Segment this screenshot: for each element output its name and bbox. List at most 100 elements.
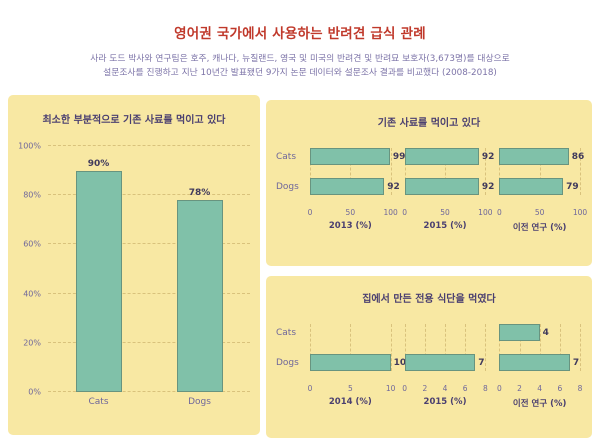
bar-value-label: 78% xyxy=(188,188,211,199)
chart-column: 92 92 0 50 100 2015 (%) xyxy=(402,135,494,233)
axis-tick-label: 0 xyxy=(496,384,502,393)
gridline xyxy=(404,148,406,195)
x-axis-ticks: 0 50 100 xyxy=(402,208,492,218)
x-axis-ticks: 0 2 4 6 8 xyxy=(496,384,583,394)
axis-tick-label: 4 xyxy=(537,384,543,393)
gridline xyxy=(48,292,250,294)
axis-tick-label: 100 xyxy=(383,208,398,217)
bar-value-label: 90% xyxy=(87,158,110,169)
axis-label: 2015 (%) xyxy=(423,397,467,407)
bar-value-label: 4 xyxy=(542,327,549,338)
axis-tick-label: 2 xyxy=(422,384,428,393)
axis-label: 2013 (%) xyxy=(328,221,372,231)
infographic-subtitle: 사라 도드 박사와 연구팀은 호주, 캐나다, 뉴질랜드, 영국 및 미국의 반… xyxy=(0,53,600,80)
bars-area: 86 79 xyxy=(499,148,584,195)
bar-value-label: 86 xyxy=(571,151,585,162)
axis-tick-label: 0 xyxy=(402,384,408,393)
axis-tick-label: 4 xyxy=(442,384,448,393)
bar-value-label: 7 xyxy=(572,357,580,368)
gridline xyxy=(350,324,352,371)
bar-track: 4 xyxy=(499,324,580,341)
bar-dogs xyxy=(499,178,564,195)
bar-cats xyxy=(404,148,479,165)
y-axis: 0% 20% 40% 60% 80% 100% xyxy=(18,142,48,397)
bar-track xyxy=(405,324,486,341)
panel-homemade-diet-chart: 집에서 만든 전용 식단을 먹였다 Cats Dogs 10 0 5 10 2014 (%)… xyxy=(266,276,592,438)
bar-value-label: 92 xyxy=(481,151,495,162)
horizontal-bar-chart: Cats Dogs 10 0 5 10 2014 (%) 7 0 2 4 6 8 2015 (%) 4 7 0 2… xyxy=(276,311,582,409)
bar-track: 99 xyxy=(310,148,405,165)
gridline xyxy=(445,148,446,195)
bars-area: 7 xyxy=(404,324,487,371)
bar-value-label: 92 xyxy=(387,181,400,192)
plot-area: 90% 78% xyxy=(48,145,250,392)
gridline xyxy=(48,243,250,245)
panel-partly-conventional-food-chart: 최소한 부분적으로 기존 사료를 먹이고 있다 0% 20% 40% 60% 80% 10… xyxy=(8,95,260,435)
category-labels: Cats Dogs xyxy=(276,135,310,233)
subtitle-line-2: 설문조사를 진행하고 지난 10년간 발표됐던 9가지 논문 데이터와 설문조사… xyxy=(103,67,497,78)
y-tick-label: 40% xyxy=(23,289,41,299)
y-tick-label: 80% xyxy=(23,190,41,200)
axis-tick-label: 2 xyxy=(517,384,522,393)
chart-column: 99 92 0 50 100 2013 (%) xyxy=(307,135,405,233)
axis-tick-label: 0 xyxy=(496,208,502,217)
gridline xyxy=(485,148,487,195)
y-tick-label: 100% xyxy=(18,141,41,151)
axis-tick-label: 50 xyxy=(345,208,356,217)
bar-value-label: 7 xyxy=(478,357,485,368)
axis-tick-label: 8 xyxy=(482,384,488,393)
chart-column: 86 79 0 50 100 이전 연구 (%) xyxy=(496,135,587,233)
bar-dogs xyxy=(176,200,223,392)
axis-label: 2015 (%) xyxy=(423,221,467,231)
axis-tick-label: 50 xyxy=(534,208,545,217)
subtitle-line-1: 사라 도드 박사와 연구팀은 호주, 캐나다, 뉴질랜드, 영국 및 미국의 반… xyxy=(90,54,510,64)
bar-track: 7 xyxy=(404,354,486,371)
chart-title: 최소한 부분적으로 기존 사료를 먹이고 있다 xyxy=(42,115,226,126)
gridline xyxy=(445,324,446,371)
gridline xyxy=(539,148,541,195)
x-axis-labels: Cats Dogs xyxy=(18,397,250,407)
bars-area: 10 xyxy=(310,324,406,371)
gridline xyxy=(350,148,352,195)
bar-track: 7 xyxy=(499,354,580,371)
bar-dogs xyxy=(404,178,479,195)
page-title: 영어권 국가에서 사용하는 반려견 급식 관례 xyxy=(174,26,426,42)
bar-cats xyxy=(75,170,122,392)
bar-cats xyxy=(310,148,390,165)
panel-conventional-food-chart: 기존 사료를 먹이고 있다 Cats Dogs 99 92 0 50 100 2013 (%)… xyxy=(266,100,592,266)
bars-area: 92 92 xyxy=(404,148,494,195)
y-tick-label: 60% xyxy=(23,239,41,249)
vertical-bar-chart: 0% 20% 40% 60% 80% 100% 90% 78% xyxy=(18,142,250,397)
gridline xyxy=(48,391,250,392)
axis-tick-label: 100 xyxy=(572,208,588,217)
chart-column: 7 0 2 4 6 8 2015 (%) xyxy=(402,311,488,409)
axis-tick-label: 10 xyxy=(385,384,396,393)
chart-column: 10 0 5 10 2014 (%) xyxy=(307,311,406,409)
chart-title: 집에서 만든 전용 식단을 먹였다 xyxy=(362,294,496,305)
axis-tick-label: 8 xyxy=(577,384,583,393)
bars-group: 90% 78% xyxy=(48,146,250,392)
chart-title: 기존 사료를 먹이고 있다 xyxy=(377,118,481,129)
axis-tick-label: 6 xyxy=(557,384,563,393)
axis-tick-label: 0 xyxy=(307,384,313,393)
horizontal-bar-chart: Cats Dogs 99 92 0 50 100 2013 (%) 92 92 0 50 100 2015… xyxy=(276,135,587,233)
category-label-cats: Cats xyxy=(276,151,297,162)
gridline xyxy=(48,194,250,196)
x-tick-label: Dogs xyxy=(188,397,211,407)
bar-dogs xyxy=(310,354,391,371)
bar-track xyxy=(310,324,391,341)
bar-track: 86 xyxy=(499,148,584,165)
category-label-dogs: Dogs xyxy=(276,181,299,192)
bar-cats xyxy=(499,324,540,341)
axis-label: 이전 연구 (%) xyxy=(512,223,567,233)
gridline xyxy=(539,324,541,371)
axis-tick-label: 0 xyxy=(307,208,313,217)
gridline xyxy=(310,148,311,195)
gridline xyxy=(580,324,582,371)
bar-dogs xyxy=(310,178,385,195)
gridline xyxy=(390,148,392,195)
x-axis-ticks: 0 2 4 6 8 xyxy=(402,384,488,394)
gridline xyxy=(465,324,467,371)
